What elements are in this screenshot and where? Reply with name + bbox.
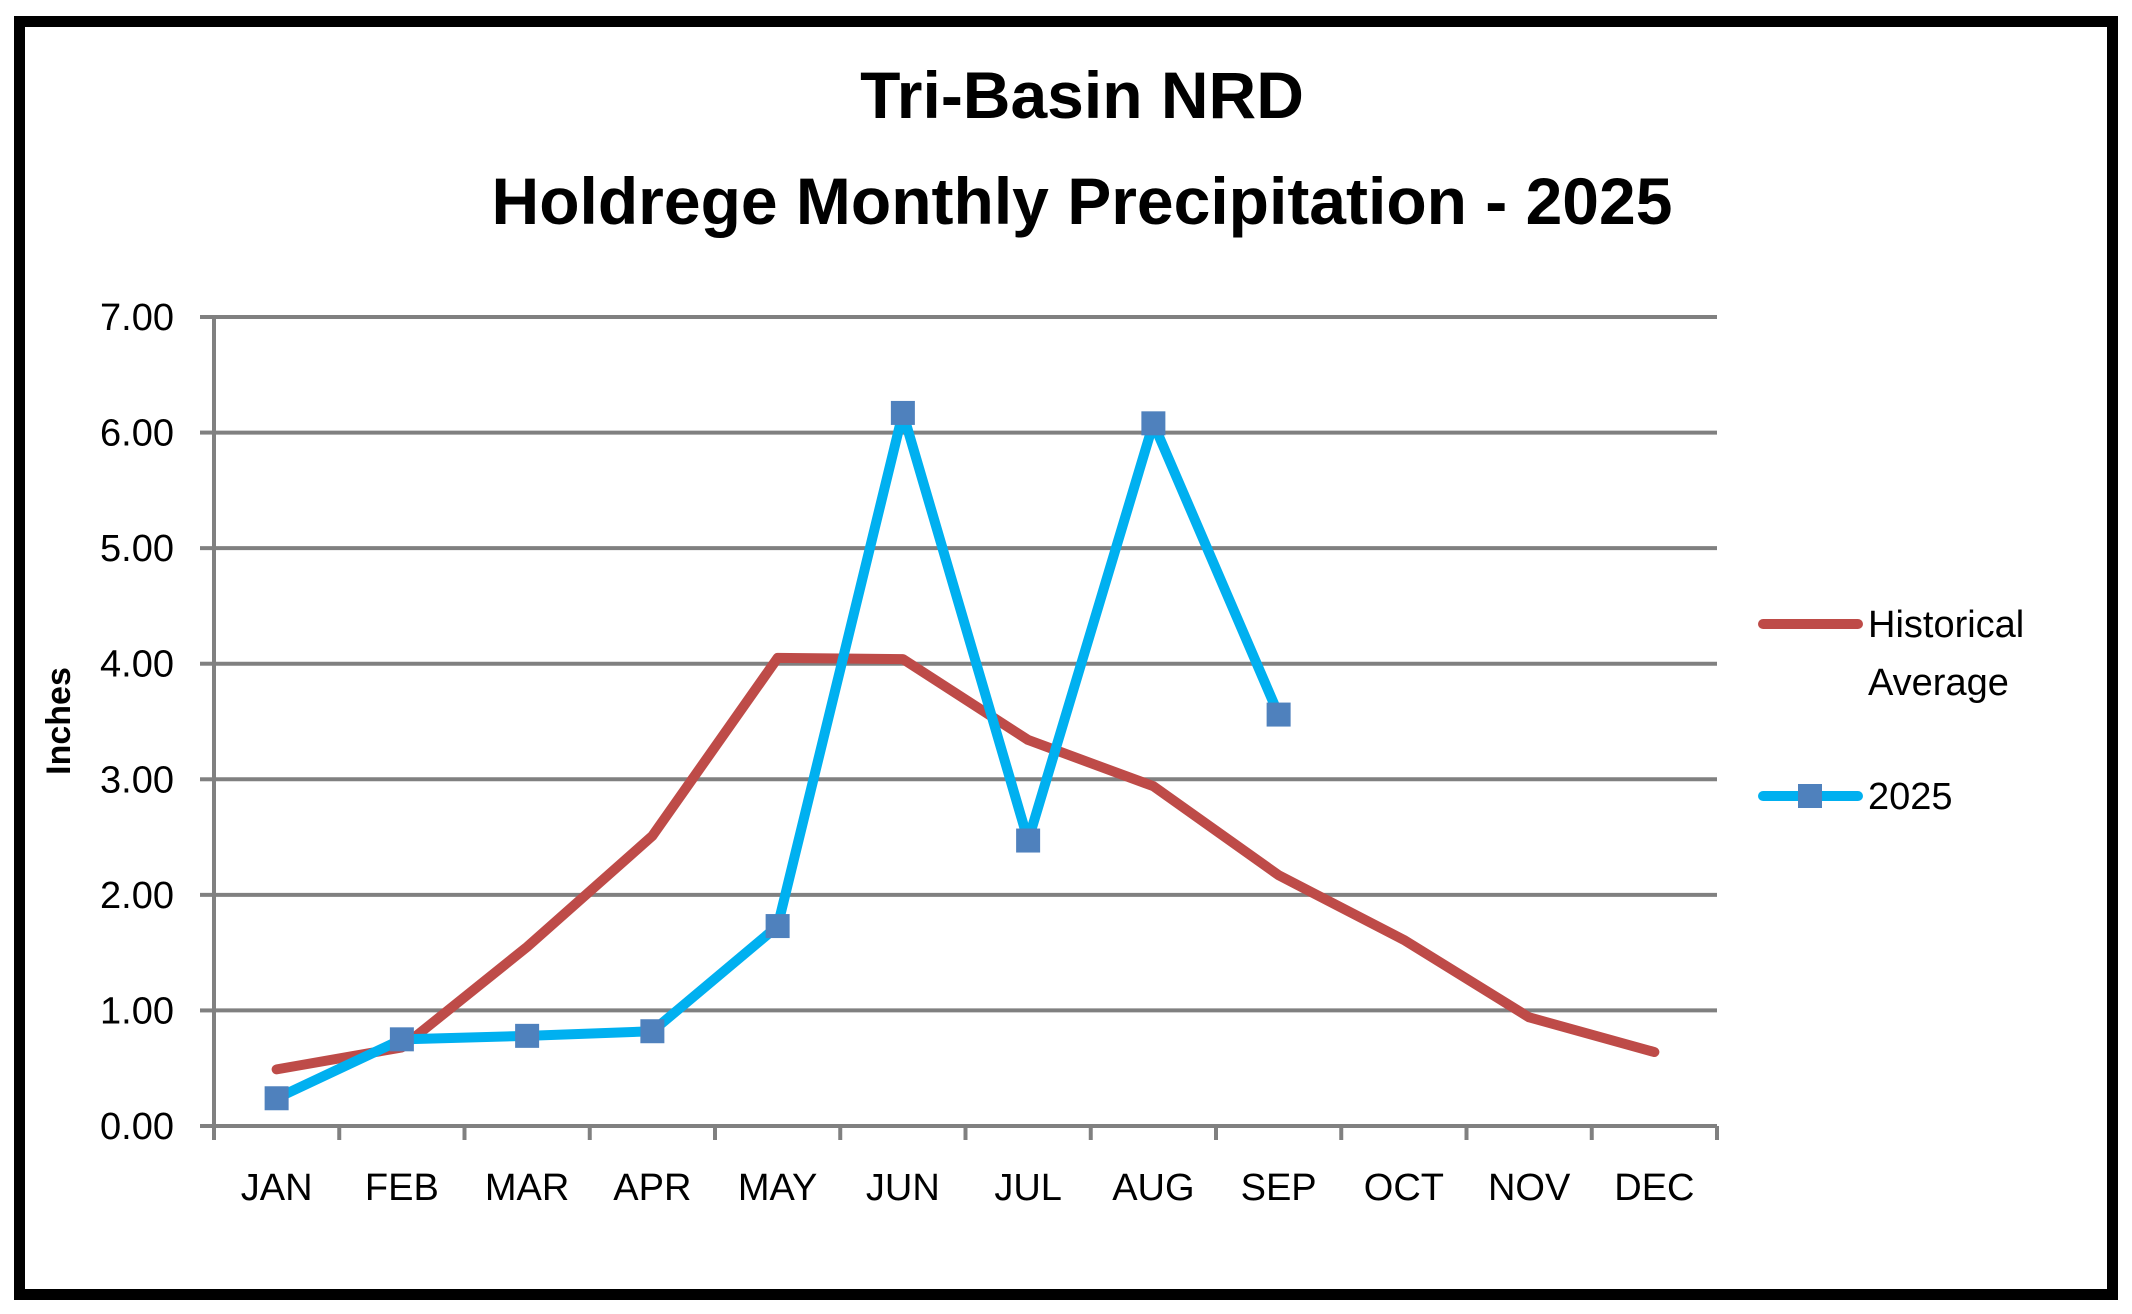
y-tick-label: 3.00 <box>100 759 174 801</box>
x-tick-label: JUN <box>866 1167 940 1209</box>
chart-title: Tri-Basin NRD <box>860 58 1304 132</box>
x-tick-label: FEB <box>365 1167 439 1209</box>
y-tick-label: 7.00 <box>100 297 174 339</box>
x-tick-label: MAR <box>485 1167 569 1209</box>
x-tick-label: JAN <box>241 1167 313 1209</box>
data-point <box>765 914 790 939</box>
series-line <box>271 652 1660 1075</box>
data-point <box>1141 411 1166 436</box>
data-point <box>640 1019 665 1044</box>
y-tick-label: 0.00 <box>100 1106 174 1148</box>
y-tick-label: 1.00 <box>100 990 174 1032</box>
chart-subtitle: Holdrege Monthly Precipitation - 2025 <box>492 164 1673 238</box>
data-point <box>1016 828 1041 853</box>
x-tick-label: APR <box>613 1167 691 1209</box>
y-tick-label: 4.00 <box>100 644 174 686</box>
data-point <box>890 400 915 425</box>
x-tick-label: JUL <box>994 1167 1062 1209</box>
x-tick-label: SEP <box>1241 1167 1317 1209</box>
y-tick-label: 6.00 <box>100 413 174 455</box>
x-tick-label: NOV <box>1488 1167 1571 1209</box>
x-tick-label: OCT <box>1364 1167 1444 1209</box>
series-line <box>271 407 1284 1104</box>
legend-label: Average <box>1868 662 2009 704</box>
data-point <box>389 1027 414 1052</box>
legend-label: 2025 <box>1868 776 1953 818</box>
y-axis-label: Inches <box>40 667 78 775</box>
x-tick-label: AUG <box>1112 1167 1194 1209</box>
data-point <box>264 1086 289 1111</box>
legend-label: Historical <box>1868 604 2024 646</box>
legend-marker <box>1798 784 1822 808</box>
x-tick-label: MAY <box>738 1167 818 1209</box>
data-point <box>1266 702 1291 727</box>
y-tick-label: 2.00 <box>100 875 174 917</box>
chart-frame <box>14 16 2118 1300</box>
data-point <box>515 1023 540 1048</box>
y-tick-label: 5.00 <box>100 528 174 570</box>
x-tick-label: DEC <box>1614 1167 1694 1209</box>
